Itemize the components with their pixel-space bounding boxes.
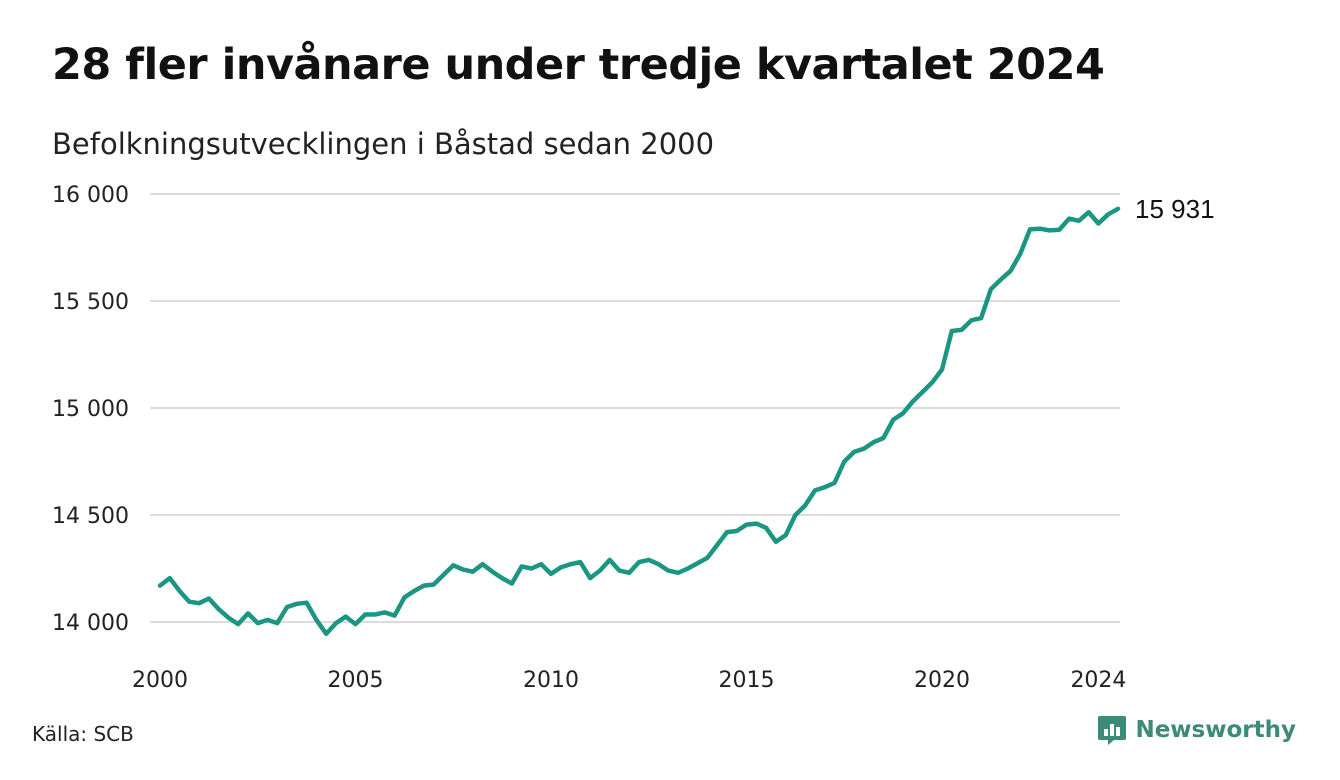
x-tick-label: 2000: [132, 668, 188, 693]
gridlines: [150, 193, 1120, 623]
y-tick-label: 14 500: [52, 504, 129, 529]
x-tick-label: 2024: [1070, 668, 1126, 693]
y-tick-label: 15 500: [52, 290, 129, 315]
x-tick-label: 2010: [523, 668, 579, 693]
x-tick-label: 2015: [719, 668, 775, 693]
end-label-group: 15 931: [1135, 194, 1215, 224]
y-tick-label: 15 000: [52, 397, 129, 422]
source-note: Källa: SCB: [32, 722, 134, 746]
brand-logo: Newsworthy: [1097, 714, 1296, 746]
series-group: [157, 206, 1121, 637]
brand-name: Newsworthy: [1135, 717, 1296, 743]
x-axis-ticks: 2000 2005 2010 2015 2020 2024: [132, 668, 1126, 693]
chart-subtitle: Befolkningsutvecklingen i Båstad sedan 2…: [52, 127, 715, 161]
y-axis-ticks: 14 000 14 500 15 000 15 500 16 000: [52, 183, 129, 636]
x-tick-label: 2005: [328, 668, 384, 693]
y-tick-label: 14 000: [52, 611, 129, 636]
series-line: [157, 206, 1121, 637]
chart-title: 28 fler invånare under tredje kvartalet …: [52, 40, 1105, 90]
y-tick-label: 16 000: [52, 183, 129, 208]
newsworthy-logo-icon: [1098, 716, 1127, 745]
x-tick-label: 2020: [914, 668, 970, 693]
end-value-label: 15 931: [1135, 194, 1215, 224]
